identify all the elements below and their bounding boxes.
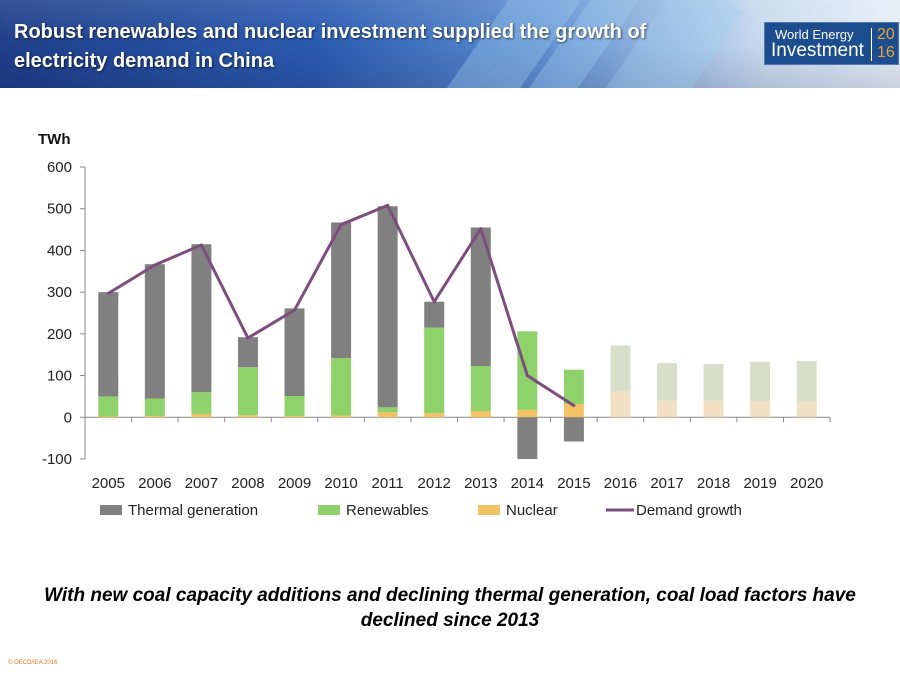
bar-thermal-generation-2017 <box>657 363 678 401</box>
x-tick-label: 2010 <box>324 475 357 492</box>
bar-nuclear-2010 <box>331 415 352 418</box>
bar-nuclear-2019 <box>750 401 771 418</box>
bar-nuclear-2014 <box>517 409 538 418</box>
x-tick-label: 2013 <box>464 475 497 492</box>
x-tick-label: 2008 <box>231 475 264 492</box>
legend-swatch-renewables <box>318 505 340 515</box>
legend-label-renewables: Renewables <box>346 502 429 519</box>
bar-thermal-generation-2018 <box>703 363 724 401</box>
demand-growth-point-2013 <box>479 227 483 231</box>
demand-growth-point-2006 <box>153 263 157 267</box>
legend-label-thermal-generation: Thermal generation <box>128 502 258 519</box>
bar-renewables-2012 <box>424 327 445 414</box>
x-tick-label: 2018 <box>697 475 730 492</box>
bar-renewables-2007 <box>191 392 212 414</box>
bar-nuclear-2018 <box>703 400 724 418</box>
bar-nuclear-2011 <box>377 412 398 418</box>
x-tick-label: 2016 <box>604 475 637 492</box>
demand-growth-point-2011 <box>386 203 390 207</box>
bar-thermal-generation-2007 <box>191 244 212 393</box>
x-tick-label: 2007 <box>185 475 218 492</box>
demand-growth-point-2009 <box>293 308 297 312</box>
bar-nuclear-2007 <box>191 413 212 418</box>
bar-thermal-generation-2020 <box>796 360 817 402</box>
bar-nuclear-2016 <box>610 391 631 418</box>
y-tick-label: 200 <box>47 326 72 343</box>
logo-line2: Investment <box>771 40 864 61</box>
bar-nuclear-2008 <box>237 415 258 418</box>
demand-growth-point-2014 <box>525 374 529 378</box>
legend-swatch-nuclear <box>478 505 500 515</box>
x-tick-label: 2015 <box>557 475 590 492</box>
y-tick-label: -100 <box>42 451 72 468</box>
world-energy-investment-logo: World Energy Investment 20 16 <box>764 22 899 65</box>
demand-growth-point-2008 <box>246 336 250 340</box>
bar-thermal-generation-2008 <box>237 337 258 368</box>
bar-thermal-generation-2015 <box>563 417 584 442</box>
demand-growth-point-2007 <box>199 243 203 247</box>
bar-renewables-2006 <box>144 398 165 417</box>
bar-renewables-2015 <box>563 369 584 404</box>
bar-nuclear-2015 <box>563 403 584 418</box>
bar-nuclear-2005 <box>98 416 119 418</box>
x-tick-label: 2006 <box>138 475 171 492</box>
bar-nuclear-2009 <box>284 416 305 418</box>
bar-renewables-2008 <box>237 367 258 416</box>
y-tick-label: 400 <box>47 242 72 259</box>
demand-growth-point-2012 <box>432 300 436 304</box>
logo-divider <box>871 28 872 61</box>
bar-renewables-2014 <box>517 331 538 410</box>
bar-nuclear-2017 <box>657 400 678 418</box>
bar-renewables-2010 <box>331 358 352 416</box>
demand-growth-point-2015 <box>572 404 576 408</box>
bar-thermal-generation-2011 <box>377 206 398 408</box>
bar-renewables-2009 <box>284 396 305 417</box>
bar-thermal-generation-2013 <box>470 227 491 366</box>
x-tick-label: 2005 <box>92 475 125 492</box>
bar-thermal-generation-2006 <box>144 264 165 399</box>
bar-renewables-2005 <box>98 396 119 417</box>
banner-gradient <box>0 0 900 88</box>
logo-year-bottom: 16 <box>877 44 895 61</box>
x-tick-label: 2009 <box>278 475 311 492</box>
electricity-demand-chart: -100 0 100 200 300 400 500 600 2005 2006 2007 2008 2… <box>38 131 831 519</box>
bar-thermal-generation-2005 <box>98 292 119 397</box>
logo-year-top: 20 <box>877 26 895 43</box>
y-tick-label: 100 <box>47 368 72 385</box>
bar-thermal-generation-2016 <box>610 345 631 392</box>
bar-nuclear-2006 <box>144 416 165 418</box>
slide-caption: With new coal capacity additions and dec… <box>44 585 856 631</box>
x-tick-label: 2017 <box>650 475 683 492</box>
bar-thermal-generation-2010 <box>331 222 352 359</box>
bar-thermal-generation-2019 <box>750 361 771 402</box>
y-tick-label: 500 <box>47 201 72 218</box>
slide-title: Robust renewables and nuclear investment… <box>14 21 647 72</box>
y-tick-label: 300 <box>47 284 72 301</box>
demand-growth-point-2005 <box>106 291 110 295</box>
legend-label-nuclear: Nuclear <box>506 502 558 519</box>
x-tick-label: 2014 <box>511 475 544 492</box>
bar-renewables-2013 <box>470 365 491 412</box>
demand-growth-point-2010 <box>339 223 343 227</box>
bar-nuclear-2020 <box>796 401 817 418</box>
bar-nuclear-2013 <box>470 411 491 418</box>
header-banner: Robust renewables and nuclear investment… <box>0 0 900 88</box>
logo-line1: World Energy <box>775 27 854 42</box>
bar-thermal-generation-2014 <box>517 417 538 459</box>
x-tick-label: 2011 <box>372 475 404 492</box>
x-tick-label: 2019 <box>743 475 776 492</box>
y-tick-label: 0 <box>64 409 72 426</box>
bar-thermal-generation-2012 <box>424 301 445 328</box>
bar-renewables-2011 <box>377 407 398 413</box>
bar-nuclear-2012 <box>424 413 445 418</box>
x-tick-label: 2012 <box>418 475 451 492</box>
x-tick-label: 2020 <box>790 475 823 492</box>
bar-thermal-generation-2009 <box>284 308 305 397</box>
copyright-notice: © OECD/IEA 2016 <box>8 660 58 666</box>
legend-swatch-thermal-generation <box>100 505 122 515</box>
y-tick-label: 600 <box>47 159 72 176</box>
y-axis-label: TWh <box>38 131 70 148</box>
legend-label-demand-growth: Demand growth <box>636 502 742 519</box>
